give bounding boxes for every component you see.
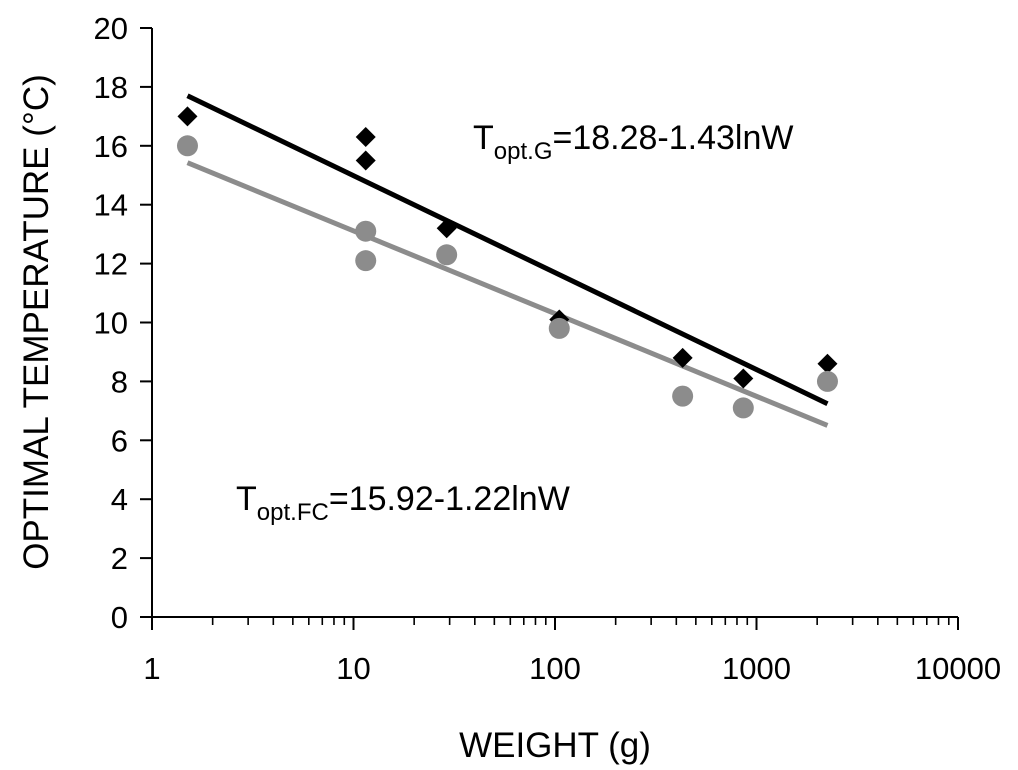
y-tick-label: 14 <box>94 188 128 223</box>
circle-point <box>355 220 377 242</box>
y-axis-title: OPTIMAL TEMPERATURE (°C) <box>17 74 56 570</box>
x-tick-label: 1 <box>143 651 160 686</box>
fit-lines <box>186 93 829 428</box>
x-tick-label: 10000 <box>915 651 1001 686</box>
annotation-fc-formula: =15.92-1.22lnW <box>329 480 570 518</box>
x-ticks: 1 10 100 1000 10000 <box>143 617 1001 686</box>
circle-point <box>176 135 198 157</box>
y-ticks: 0 2 4 6 8 10 12 14 16 18 20 <box>94 11 152 635</box>
annotation-growth-symbol: T <box>473 119 494 157</box>
y-tick-label: 20 <box>94 11 128 46</box>
annotation-growth-formula: =18.28-1.43lnW <box>552 119 793 157</box>
diamond-point <box>672 347 693 368</box>
fit-line-fc <box>186 160 829 428</box>
annotation-growth-subscript: opt.G <box>494 138 553 165</box>
diamond-point <box>436 218 457 239</box>
circle-point <box>732 397 754 419</box>
y-tick-label: 18 <box>94 70 128 105</box>
y-tick-label: 0 <box>111 600 128 635</box>
y-tick-label: 2 <box>111 541 128 576</box>
diamond-point <box>817 353 838 374</box>
circle-point <box>436 244 458 266</box>
diamond-point <box>733 368 754 389</box>
y-tick-label: 8 <box>111 364 128 399</box>
data-points <box>176 106 838 419</box>
diamond-point <box>355 126 376 147</box>
x-tick-label: 1000 <box>722 651 791 686</box>
y-tick-label: 6 <box>111 423 128 458</box>
annotation-growth-equation: Topt.G=18.28-1.43lnW <box>473 119 793 165</box>
x-axis-title: WEIGHT (g) <box>459 726 651 765</box>
diamond-point <box>355 150 376 171</box>
circle-point <box>355 250 377 272</box>
circle-point <box>672 385 694 407</box>
fit-line-growth <box>186 93 829 406</box>
annotation-fc-symbol: T <box>236 480 257 518</box>
y-tick-label: 4 <box>111 482 128 517</box>
y-tick-label: 10 <box>94 306 128 341</box>
annotation-fc-equation: Topt.FC=15.92-1.22lnW <box>236 480 570 526</box>
diamond-point <box>177 106 198 127</box>
circle-point <box>548 317 570 339</box>
x-tick-label: 100 <box>529 651 581 686</box>
circle-point <box>816 370 838 392</box>
annotation-fc-subscript: opt.FC <box>257 499 329 526</box>
y-tick-label: 16 <box>94 129 128 164</box>
x-tick-label: 10 <box>336 651 370 686</box>
y-tick-label: 12 <box>94 247 128 282</box>
